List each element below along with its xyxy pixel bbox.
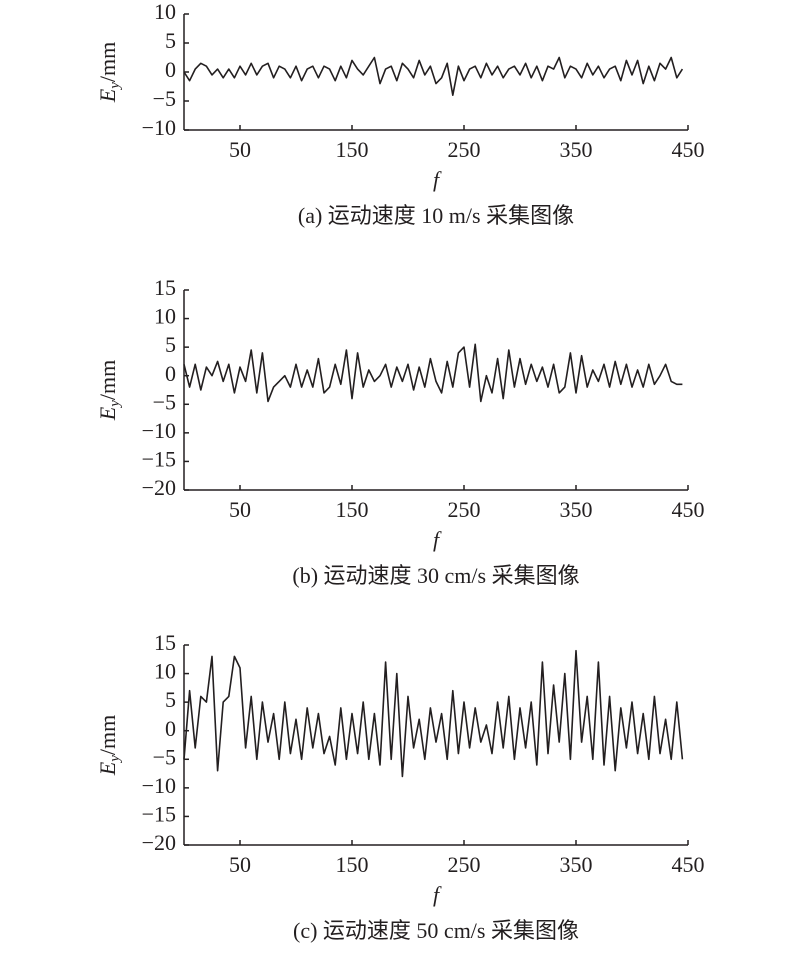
- y-tick-label: 5: [165, 28, 176, 53]
- y-tick-label: −5: [153, 86, 176, 111]
- data-line: [183, 343, 683, 403]
- data-line: [183, 649, 684, 778]
- y-axis-label: Ey/mm: [95, 42, 123, 103]
- x-axis-label: f: [433, 527, 442, 552]
- x-tick-label: 50: [229, 852, 251, 877]
- x-tick-label: 350: [560, 497, 593, 522]
- y-tick-label: −5: [153, 389, 176, 414]
- x-tick-label: 150: [336, 497, 369, 522]
- y-label-subscript: y: [107, 755, 123, 764]
- x-tick-label: 150: [336, 852, 369, 877]
- y-label-unit: /mm: [95, 360, 120, 400]
- y-label-symbol: E: [95, 406, 120, 421]
- y-tick-label: 15: [154, 630, 176, 655]
- y-tick-label: 10: [154, 659, 176, 684]
- x-tick-label: 250: [448, 137, 481, 162]
- y-tick-label: 5: [165, 687, 176, 712]
- caption: (a) 运动速度 10 m/s 采集图像: [298, 203, 574, 228]
- data-line: [183, 56, 684, 96]
- y-tick-label: 0: [165, 716, 176, 741]
- y-tick-label: −10: [142, 773, 176, 798]
- x-tick-label: 50: [229, 497, 251, 522]
- x-tick-label: 250: [448, 852, 481, 877]
- y-label-symbol: E: [95, 761, 120, 776]
- x-tick-label: 350: [560, 137, 593, 162]
- y-label-subscript: y: [107, 82, 123, 91]
- y-tick-label: −15: [142, 801, 176, 826]
- y-label-symbol: E: [95, 88, 120, 103]
- caption: (b) 运动速度 30 cm/s 采集图像: [292, 563, 579, 588]
- y-tick-label: −5: [153, 744, 176, 769]
- x-tick-label: 450: [672, 137, 705, 162]
- x-tick-label: 350: [560, 852, 593, 877]
- y-tick-label: −20: [142, 475, 176, 500]
- y-tick-label: 10: [154, 0, 176, 24]
- y-label-unit: /mm: [95, 715, 120, 755]
- y-tick-label: 0: [165, 361, 176, 386]
- y-axis-label: Ey/mm: [95, 360, 123, 421]
- y-label-unit: /mm: [95, 42, 120, 82]
- y-label-subscript: y: [107, 400, 123, 409]
- x-tick-label: 50: [229, 137, 251, 162]
- x-tick-label: 250: [448, 497, 481, 522]
- y-tick-label: −10: [142, 115, 176, 140]
- y-tick-label: 0: [165, 57, 176, 82]
- caption: (c) 运动速度 50 cm/s 采集图像: [293, 918, 579, 943]
- y-tick-label: 10: [154, 304, 176, 329]
- y-axis-label: Ey/mm: [95, 715, 123, 776]
- y-tick-label: 5: [165, 332, 176, 357]
- y-tick-label: −20: [142, 830, 176, 855]
- x-tick-label: 450: [672, 852, 705, 877]
- x-axis-label: f: [433, 167, 442, 192]
- y-tick-label: 15: [154, 275, 176, 300]
- x-tick-label: 450: [672, 497, 705, 522]
- x-tick-label: 150: [336, 137, 369, 162]
- y-tick-label: −15: [142, 446, 176, 471]
- x-axis-label: f: [433, 882, 442, 907]
- y-tick-label: −10: [142, 418, 176, 443]
